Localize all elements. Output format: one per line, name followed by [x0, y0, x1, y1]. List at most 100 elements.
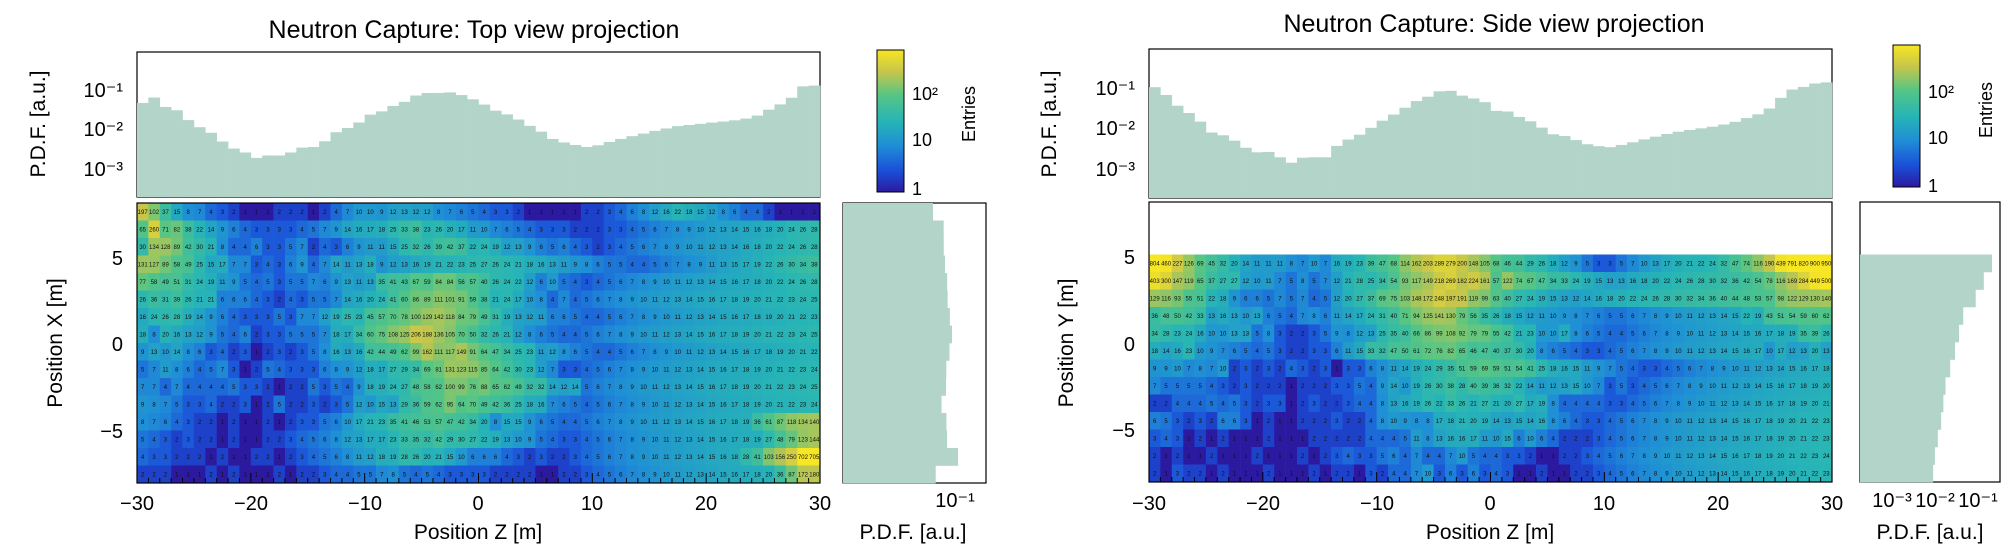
- heatmap-cell-value: 11: [652, 332, 659, 338]
- heatmap-cell-value: 49: [481, 315, 488, 321]
- heatmap-cell: [1342, 324, 1355, 343]
- heatmap-cell: [1786, 394, 1799, 413]
- heatmap-cell: [1296, 307, 1309, 325]
- heatmap-cell: [1240, 447, 1252, 465]
- heatmap-cell-value: 16: [356, 350, 363, 356]
- heatmap-cell-value: 26: [777, 262, 784, 268]
- heatmap-cell-value: 8: [653, 350, 657, 356]
- heatmap-cell-value: 7: [551, 367, 555, 373]
- heatmap-cell-value: 28: [811, 280, 818, 286]
- heatmap-cell: [717, 273, 730, 291]
- heatmap-cell-value: 5: [574, 402, 578, 408]
- heatmap-cell: [1479, 272, 1491, 290]
- heatmap-cell: [1388, 342, 1400, 360]
- heatmap-cell: [273, 255, 286, 274]
- heatmap-cell: [774, 413, 787, 431]
- heatmap-cell: [364, 448, 377, 466]
- heatmap-cell: [467, 273, 479, 291]
- heatmap-cell-value: 12: [1698, 314, 1705, 320]
- heatmap-cell-value: 4: [278, 367, 282, 373]
- heatmap-cell-value: 4: [585, 367, 589, 373]
- heatmap-cell: [489, 360, 502, 379]
- heatmap-cell: [193, 465, 206, 484]
- heatmap-cell: [171, 343, 183, 361]
- heatmap-cell: [376, 378, 388, 396]
- heatmap-cell: [1581, 254, 1594, 273]
- heatmap-cell: [660, 238, 673, 256]
- heatmap-cell-value: 9: [653, 280, 657, 286]
- heatmap-cell: [501, 430, 513, 449]
- heatmap-cell: [1285, 272, 1298, 290]
- z-histogram-bar: [1775, 97, 1787, 198]
- heatmap-cell-value: 11: [1687, 471, 1694, 477]
- heatmap-cell-value: 12: [526, 280, 533, 286]
- heatmap-cell: [1524, 307, 1537, 325]
- heatmap-cell: [1661, 359, 1673, 378]
- heatmap-cell: [717, 378, 730, 396]
- heatmap-cell: [1627, 412, 1639, 430]
- heatmap-cell-value: 11: [1254, 261, 1261, 267]
- heatmap-cell-value: 900: [1810, 261, 1821, 267]
- heatmap-cell: [137, 430, 149, 449]
- heatmap-cell: [319, 413, 331, 431]
- heatmap-cell: [1718, 307, 1730, 325]
- heatmap-cell-value: 12: [196, 332, 203, 338]
- heatmap-cell-value: 24: [378, 297, 385, 303]
- heatmap-cell: [1444, 272, 1457, 290]
- heatmap-cell: [1638, 394, 1651, 413]
- heatmap-cell: [740, 430, 752, 449]
- heatmap-cell-value: 12: [356, 367, 363, 373]
- heatmap-cell-value: 250: [787, 455, 798, 461]
- heatmap-cell-value: 28: [1698, 279, 1705, 285]
- heatmap-cell-value: 15: [1766, 384, 1773, 390]
- heatmap-cell-value: 49: [481, 402, 488, 408]
- heatmap-cell-value: 6: [665, 262, 669, 268]
- heatmap-cell-value: 14: [1721, 349, 1728, 355]
- heatmap-cell-value: 12: [1573, 296, 1580, 302]
- heatmap-cell: [740, 343, 752, 361]
- heatmap-cell: [319, 290, 331, 309]
- heatmap-cell-value: 68: [1390, 261, 1397, 267]
- heatmap-cell-value: 19: [504, 315, 511, 321]
- heatmap-cell-value: 14: [1721, 436, 1728, 442]
- heatmap-cell-value: 2: [278, 210, 282, 216]
- heatmap-cell: [717, 203, 730, 221]
- heatmap-cell: [284, 220, 297, 239]
- heatmap-cell: [1308, 464, 1321, 483]
- heatmap-cell-value: 47: [492, 350, 499, 356]
- heatmap-cell: [467, 360, 479, 379]
- heatmap-cell: [808, 448, 821, 466]
- heatmap-cell-value: 227: [1172, 261, 1183, 267]
- heatmap-cell-value: 279: [1446, 261, 1457, 267]
- heatmap-cell: [558, 273, 570, 291]
- heatmap-cell-value: 2: [232, 420, 236, 426]
- heatmap-cell: [1615, 254, 1628, 273]
- heatmap-cell: [1547, 324, 1560, 343]
- heatmap-cell: [273, 378, 286, 396]
- heatmap-cell: [1183, 342, 1195, 360]
- heatmap-cell: [341, 255, 354, 274]
- heatmap-cell-value: 8: [631, 455, 635, 461]
- heatmap-cell: [580, 255, 593, 274]
- heatmap-cell: [478, 290, 491, 309]
- heatmap-cell-value: 17: [219, 262, 226, 268]
- heatmap-cell-value: 10: [1675, 471, 1682, 477]
- heatmap-cell: [672, 273, 684, 291]
- heatmap-cell-value: 12: [356, 402, 363, 408]
- heatmap-cell: [546, 238, 559, 256]
- heatmap-cell-value: 5: [608, 315, 612, 321]
- heatmap-cell-value: 7: [608, 297, 612, 303]
- heatmap-cell: [239, 308, 252, 326]
- heatmap-cell-value: 6: [1244, 296, 1248, 302]
- heatmap-cell: [148, 448, 161, 466]
- heatmap-cell-value: 156: [775, 455, 786, 461]
- heatmap-cell-value: 2: [312, 245, 316, 251]
- heatmap-cell-value: 1: [1563, 471, 1567, 477]
- heatmap-cell: [239, 465, 252, 484]
- heatmap-cell-value: 20: [765, 402, 772, 408]
- heatmap-cell: [1331, 254, 1343, 273]
- heatmap-cell: [250, 430, 263, 449]
- heatmap-cell: [216, 325, 229, 344]
- heatmap-cell: [478, 395, 491, 414]
- heatmap-cell-value: 123: [456, 367, 467, 373]
